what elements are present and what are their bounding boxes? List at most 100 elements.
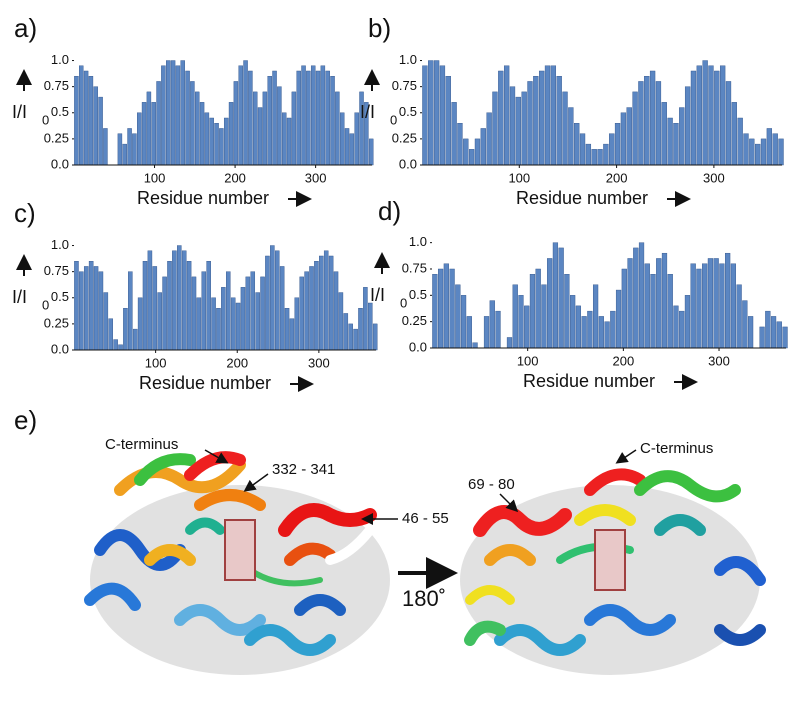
bar bbox=[468, 149, 475, 166]
bar bbox=[196, 297, 202, 351]
y-tick-label: 0.0 bbox=[51, 341, 69, 356]
bar bbox=[760, 138, 767, 166]
bar bbox=[503, 65, 510, 166]
bar bbox=[180, 60, 185, 166]
bar bbox=[747, 316, 754, 349]
bar bbox=[74, 76, 79, 166]
bar bbox=[221, 287, 226, 351]
protein-right bbox=[460, 468, 766, 675]
bar bbox=[335, 91, 340, 166]
bar bbox=[299, 276, 304, 351]
bar bbox=[122, 143, 127, 166]
bar bbox=[696, 65, 702, 166]
bar bbox=[509, 86, 516, 166]
bar bbox=[649, 70, 656, 166]
bar bbox=[451, 102, 457, 166]
bar bbox=[562, 91, 568, 166]
bar bbox=[228, 102, 234, 166]
bar bbox=[191, 276, 197, 351]
bar bbox=[325, 70, 330, 166]
bar bbox=[199, 102, 205, 166]
bar bbox=[238, 65, 243, 166]
bar bbox=[673, 305, 679, 349]
bar bbox=[667, 274, 673, 349]
panel-label: d) bbox=[378, 196, 401, 226]
y-axis-label: I/I bbox=[12, 102, 27, 122]
bar bbox=[489, 300, 495, 349]
bar bbox=[598, 316, 604, 349]
bar bbox=[776, 321, 782, 349]
bar bbox=[626, 107, 632, 166]
y-tick-label: 1.0 bbox=[399, 52, 417, 67]
x-axis-label: Residue number bbox=[523, 371, 655, 391]
bar bbox=[719, 65, 726, 166]
protein-structure: e) bbox=[14, 405, 766, 675]
bar bbox=[344, 128, 350, 166]
bar bbox=[204, 112, 210, 166]
bar bbox=[782, 326, 788, 349]
bar bbox=[117, 133, 123, 166]
bar bbox=[128, 271, 133, 351]
bar bbox=[235, 302, 241, 351]
bar bbox=[223, 117, 229, 166]
y-axis-label: I/I bbox=[370, 285, 385, 305]
y-tick-label: 0.75 bbox=[402, 260, 427, 275]
bar bbox=[83, 70, 89, 166]
bar bbox=[743, 133, 749, 166]
bar bbox=[730, 263, 736, 349]
x-tick-label: 100 bbox=[144, 170, 166, 185]
bar bbox=[533, 76, 539, 166]
bar bbox=[460, 295, 467, 349]
bar bbox=[742, 300, 748, 349]
bar bbox=[610, 310, 616, 349]
bar bbox=[310, 65, 316, 166]
bar bbox=[265, 255, 270, 351]
bar bbox=[587, 310, 593, 349]
bar bbox=[74, 261, 79, 351]
y-tick-label: 0.25 bbox=[402, 313, 427, 328]
bar bbox=[141, 102, 147, 166]
bar bbox=[731, 102, 737, 166]
bar bbox=[156, 81, 161, 166]
bar bbox=[463, 138, 469, 166]
bar bbox=[778, 138, 784, 166]
bar bbox=[181, 250, 187, 351]
bar bbox=[146, 91, 152, 166]
bar bbox=[296, 70, 301, 166]
x-tick-label: 300 bbox=[308, 355, 330, 370]
bar bbox=[304, 271, 309, 351]
annotation: C-terminus bbox=[640, 440, 713, 457]
bar bbox=[98, 96, 103, 166]
panel-label: b) bbox=[368, 13, 391, 43]
bar bbox=[233, 81, 239, 166]
panel-label: c) bbox=[14, 198, 36, 228]
bar bbox=[320, 65, 326, 166]
bar bbox=[550, 65, 557, 166]
bar bbox=[270, 245, 275, 351]
bar bbox=[755, 143, 761, 166]
y-tick-label: 0.5 bbox=[51, 289, 69, 304]
bar bbox=[152, 266, 158, 351]
bar bbox=[260, 276, 265, 351]
bar bbox=[574, 123, 580, 166]
bar bbox=[132, 328, 138, 351]
bar bbox=[175, 65, 181, 166]
bar bbox=[172, 250, 177, 351]
bar bbox=[690, 263, 696, 349]
bar bbox=[541, 284, 547, 349]
bar bbox=[353, 328, 358, 351]
bar bbox=[323, 250, 329, 351]
bar bbox=[719, 263, 725, 349]
bar bbox=[433, 60, 440, 166]
bar bbox=[170, 60, 176, 166]
bar bbox=[314, 261, 319, 351]
bar bbox=[103, 292, 109, 351]
bar bbox=[449, 268, 455, 349]
bar bbox=[103, 128, 108, 166]
bar bbox=[267, 76, 272, 166]
bar bbox=[428, 60, 434, 166]
bar bbox=[495, 310, 501, 349]
bar bbox=[132, 133, 137, 166]
y-axis-label-sub: 0 bbox=[42, 112, 49, 127]
rotation-label: 180˚ bbox=[402, 586, 446, 611]
